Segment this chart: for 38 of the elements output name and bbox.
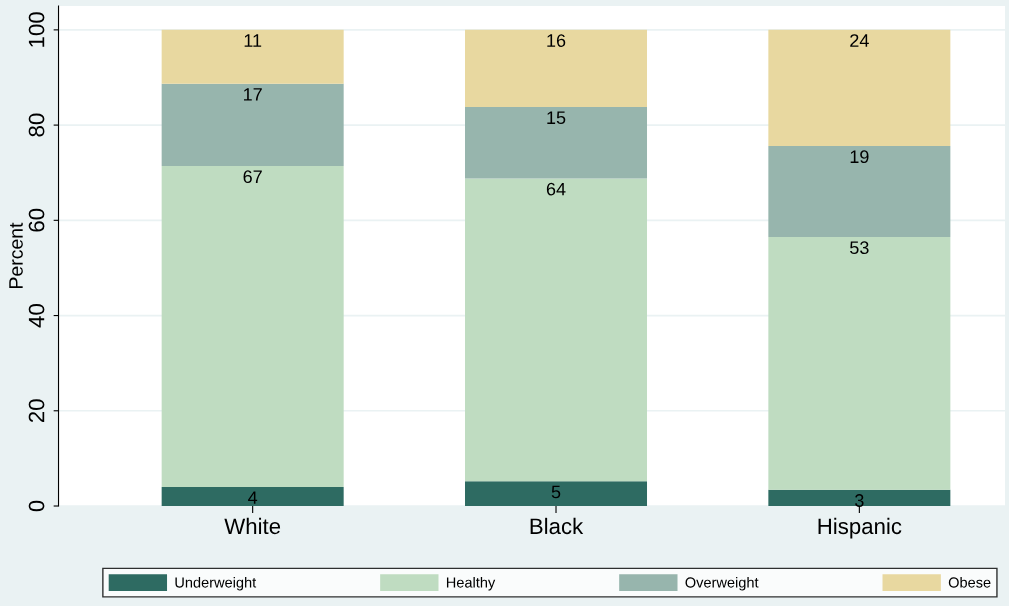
data-label: 67 <box>243 170 262 184</box>
y-axis-title: Percent <box>9 222 23 288</box>
legend-label: Overweight <box>685 576 759 591</box>
bar <box>768 236 951 490</box>
y-tick-label: 60 <box>28 208 45 232</box>
y-tick-label: 20 <box>28 399 45 423</box>
data-label: 64 <box>546 182 566 196</box>
data-label: 15 <box>547 111 566 125</box>
x-tick-label: Hispanic <box>818 517 902 539</box>
data-label: 3 <box>855 494 864 507</box>
data-label: 53 <box>850 241 869 255</box>
data-label: 17 <box>244 88 262 101</box>
data-label: 4 <box>248 491 258 504</box>
x-tick-label: Black <box>530 517 584 535</box>
bar <box>465 481 648 507</box>
data-label: 16 <box>547 34 566 47</box>
data-label: 19 <box>850 150 869 164</box>
data-label: 24 <box>850 34 869 47</box>
legend-label: Obese <box>948 576 991 588</box>
y-tick-label: 40 <box>28 304 45 328</box>
bar <box>161 83 344 167</box>
bar <box>465 107 648 179</box>
bar <box>768 29 951 147</box>
bar <box>161 486 344 507</box>
y-tick-label: 80 <box>28 113 45 137</box>
x-tick-label: White <box>224 517 281 535</box>
y-tick-label: 100 <box>28 12 45 47</box>
bar <box>768 489 951 507</box>
bar <box>161 29 344 84</box>
data-label: 11 <box>244 34 262 47</box>
data-label: 5 <box>551 485 561 499</box>
bar <box>161 166 344 487</box>
bar <box>768 146 951 237</box>
legend-label: Underweight <box>175 576 257 591</box>
y-tick-label: 0 <box>28 500 45 512</box>
bar <box>465 29 648 107</box>
legend-label: Healthy <box>446 576 496 591</box>
bar <box>465 178 648 482</box>
